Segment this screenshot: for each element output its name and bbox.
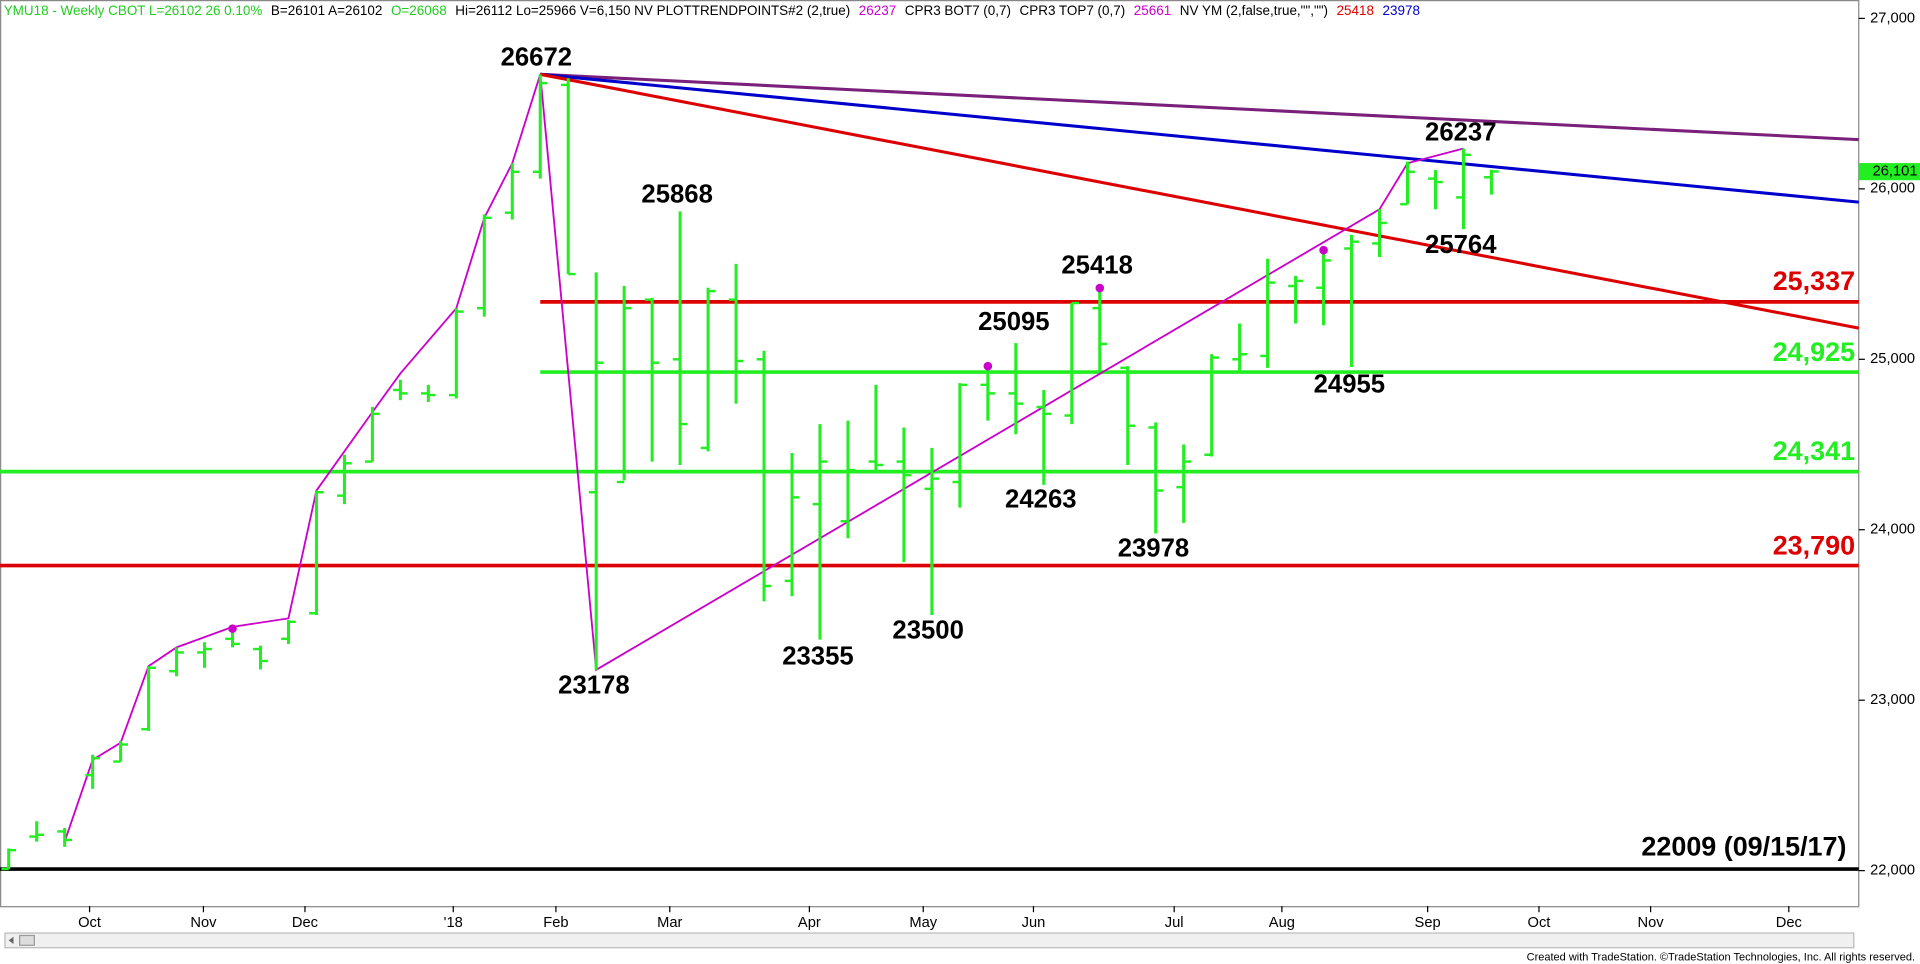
price-annotation: 26237 [1425,118,1496,146]
trend-point [228,624,237,633]
price-annotation: 25095 [978,308,1049,336]
swing-line [63,74,1464,842]
x-tick-label: Apr [798,915,821,931]
level-label: 25,337 [1773,266,1855,296]
level-label: 24,341 [1773,436,1855,466]
last-price-label: 26,101 [1873,164,1918,180]
x-tick-label: Jun [1022,915,1046,931]
x-tick-label: Aug [1269,915,1295,931]
x-tick-label: Dec [292,915,318,931]
status-segment: CPR3 BOT7 (0,7) [905,3,1011,18]
price-annotation: 23355 [782,642,853,670]
price-annotation: 24955 [1314,370,1385,398]
status-segment: NV YM (2,false,true,"","") [1180,3,1328,18]
price-annotation: 23978 [1118,535,1189,563]
level-label: 22009 (09/15/17) [1641,832,1846,862]
trend-point [1095,283,1105,293]
x-tick-label: May [909,915,937,931]
price-annotation: 23178 [558,672,629,700]
price-annotation: 24263 [1005,486,1076,514]
x-tick-label: Nov [190,915,217,931]
status-segment: O=26068 [391,3,447,18]
status-segment: CPR3 TOP7 (0,7) [1020,3,1126,18]
price-annotation: 25868 [641,181,712,209]
price-annotation: 26672 [501,44,572,72]
x-tick-label: Oct [78,915,101,931]
price-annotation: 23500 [892,617,963,645]
x-tick-label: Mar [657,915,682,931]
footer: Created with TradeStation. ©TradeStation… [1527,951,1915,963]
level-label: 23,790 [1773,530,1855,560]
x-tick-label: Oct [1528,915,1551,931]
x-tick-label: Nov [1638,915,1665,931]
scroll-left[interactable] [8,936,14,945]
level-label: 24,925 [1773,337,1855,367]
trend-line [540,72,1859,204]
x-tick-label: Jul [1165,915,1184,931]
status-segment: 26237 [859,3,896,18]
price-annotation: 25418 [1061,252,1132,280]
y-tick-label: 23,000 [1870,692,1915,708]
x-tick-label: Feb [543,915,568,931]
y-tick-label: 22,000 [1870,863,1915,879]
y-tick-label: 24,000 [1870,522,1915,538]
price-annotation: 25764 [1425,231,1497,259]
trend-point [1319,245,1328,255]
scroll-thumb[interactable] [19,934,35,946]
status-segment: 25418 [1337,3,1374,18]
y-tick-label: 25,000 [1870,351,1915,367]
plot-frame [0,0,1860,908]
x-tick-label: Dec [1776,915,1802,931]
x-tick-label: '18 [444,915,463,931]
y-tick-label: 26,000 [1870,181,1915,197]
trend-point [983,361,993,371]
trend-line [539,72,1860,330]
trend-line [540,72,1859,142]
status-text: YMU18 - Weekly CBOT L=26102 26 0.10% B=26… [4,3,1420,18]
status-segment: B=26101 A=26102 [271,3,382,18]
status-segment: 23978 [1383,3,1420,18]
x-tick-label: Sep [1415,915,1441,931]
status-line: YMU18 - Weekly CBOT L=26102 26 0.10% B=26… [4,3,1420,18]
status-segment: YMU18 - Weekly CBOT L=26102 26 0.10% [4,3,263,18]
last-price-tag [1858,163,1920,181]
status-segment: 25661 [1134,3,1171,18]
status-segment: Hi=26112 Lo=25966 V=6,150 NV PLOTTRENDPO… [455,3,850,18]
y-tick-label: 27,000 [1870,10,1915,26]
scrollbar[interactable] [4,932,1855,949]
